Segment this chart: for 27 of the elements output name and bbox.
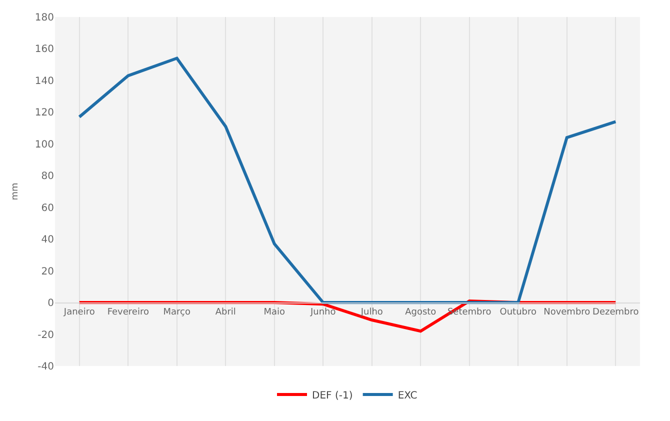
x-tick-label: Fevereiro	[107, 307, 150, 318]
x-tick-label: Outubro	[500, 307, 537, 318]
legend-label: DEF (-1)	[312, 390, 353, 402]
y-tick-label: 0	[48, 298, 54, 310]
y-tick-label: -20	[38, 330, 54, 341]
x-tick-label: Julho	[360, 307, 384, 318]
x-tick-label: Março	[163, 307, 191, 318]
x-tick-label: Janeiro	[62, 307, 96, 318]
y-tick-label: 80	[41, 171, 54, 182]
y-tick-label: 60	[41, 202, 54, 214]
y-tick-label: 160	[34, 44, 54, 56]
x-tick-label: Agosto	[405, 307, 437, 318]
y-tick-label: 140	[34, 76, 54, 87]
y-tick-label: 20	[41, 266, 54, 278]
line-series	[78, 56, 618, 304]
x-tick-label: Junho	[309, 307, 336, 318]
y-tick-label: 40	[41, 234, 54, 246]
x-tick-label: Novembro	[544, 307, 591, 318]
y-tick-label: 120	[34, 108, 54, 119]
y-axis-title: mm	[10, 182, 20, 200]
y-tick-label: 180	[34, 12, 54, 24]
y-tick-label: -40	[38, 362, 54, 372]
legend-label: EXC	[398, 390, 418, 402]
x-tick-label: Dezembro	[592, 307, 640, 318]
x-tick-label: Maio	[264, 307, 286, 318]
x-tick-label: Abril	[215, 307, 236, 318]
y-tick-label: 100	[34, 139, 54, 150]
